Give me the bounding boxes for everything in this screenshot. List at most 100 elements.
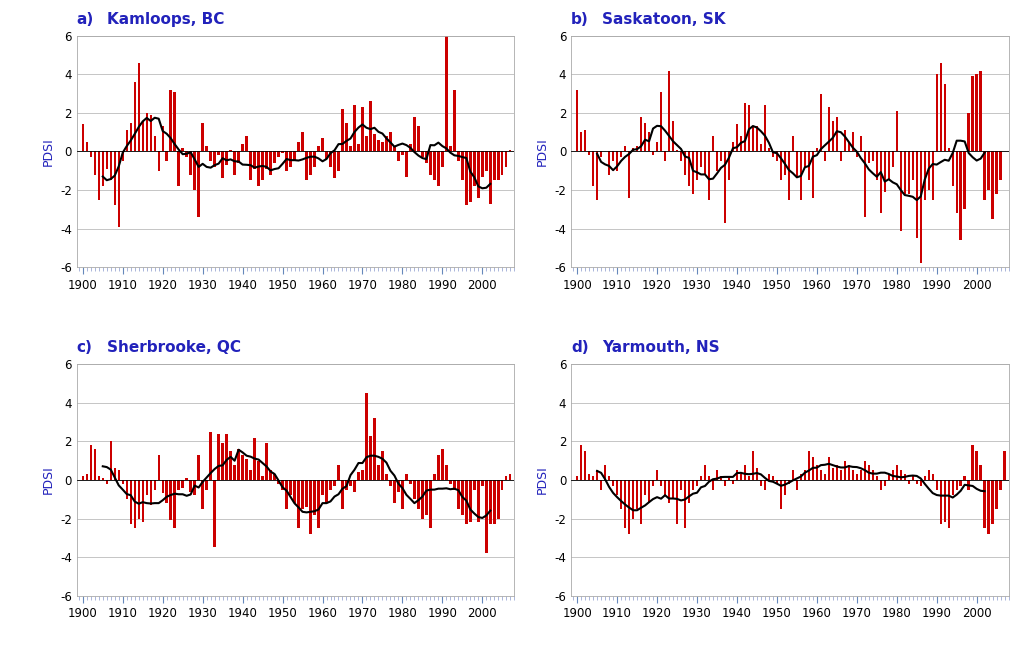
Bar — [951, 480, 954, 495]
Bar — [286, 480, 288, 509]
Bar — [313, 152, 315, 167]
Bar — [648, 480, 650, 503]
Bar — [202, 480, 204, 509]
Bar — [93, 449, 96, 480]
Bar — [141, 480, 144, 522]
Bar — [210, 152, 212, 161]
Bar — [437, 455, 439, 480]
Bar — [130, 122, 132, 152]
Bar — [924, 152, 926, 200]
Bar — [800, 474, 802, 480]
Bar — [672, 480, 674, 499]
Bar — [206, 146, 208, 152]
Bar — [728, 152, 730, 180]
Bar — [812, 152, 814, 198]
Bar — [406, 152, 408, 176]
Bar — [716, 152, 718, 171]
Bar — [712, 480, 714, 490]
Bar — [101, 152, 104, 186]
Bar — [696, 480, 698, 486]
Bar — [708, 476, 711, 480]
Bar — [852, 132, 854, 152]
Bar — [592, 152, 594, 186]
Bar — [389, 480, 391, 486]
Bar — [105, 480, 108, 484]
Bar — [433, 474, 435, 480]
Bar — [756, 469, 758, 480]
Bar — [349, 480, 351, 486]
Bar — [429, 480, 431, 528]
Bar — [951, 152, 954, 186]
Bar — [819, 94, 822, 152]
Bar — [823, 474, 826, 480]
Bar — [213, 152, 216, 167]
Bar — [154, 136, 156, 152]
Bar — [286, 152, 288, 171]
Bar — [943, 480, 946, 522]
Bar — [932, 152, 934, 200]
Bar — [724, 152, 726, 223]
Bar — [225, 434, 227, 480]
Bar — [652, 480, 654, 486]
Bar — [664, 480, 667, 495]
Bar — [273, 152, 275, 163]
Bar — [317, 146, 319, 152]
Bar — [333, 152, 336, 178]
Bar — [871, 471, 874, 480]
Bar — [173, 480, 176, 528]
Bar — [330, 152, 332, 167]
Bar — [940, 480, 942, 524]
Bar — [968, 480, 970, 490]
Bar — [959, 480, 962, 486]
Bar — [720, 476, 722, 480]
Bar — [852, 471, 854, 480]
Bar — [928, 152, 930, 190]
Bar — [987, 152, 990, 190]
Bar — [361, 471, 364, 480]
Bar — [655, 142, 658, 152]
Bar — [612, 480, 614, 486]
Bar — [450, 146, 452, 152]
Bar — [999, 480, 1001, 490]
Bar — [401, 480, 403, 509]
Bar — [816, 465, 818, 480]
Bar — [991, 152, 994, 219]
Bar — [441, 449, 443, 480]
Bar — [393, 146, 395, 152]
Bar — [341, 480, 344, 509]
Bar — [450, 480, 452, 484]
Bar — [170, 480, 172, 521]
Bar — [473, 480, 475, 490]
Bar — [110, 152, 112, 180]
Bar — [374, 134, 376, 152]
Bar — [739, 136, 742, 152]
Bar — [162, 480, 164, 493]
Bar — [628, 480, 631, 534]
Bar — [703, 152, 707, 174]
Bar — [848, 465, 850, 480]
Bar — [158, 152, 160, 171]
Bar — [899, 152, 902, 230]
Bar — [575, 476, 579, 480]
Bar — [676, 150, 678, 152]
Bar — [181, 148, 184, 152]
Bar — [859, 471, 862, 480]
Bar — [189, 480, 191, 492]
Bar — [876, 152, 878, 180]
Bar — [920, 480, 922, 486]
Bar — [844, 130, 846, 152]
Bar — [932, 474, 934, 480]
Bar — [118, 152, 120, 227]
Bar — [461, 152, 464, 180]
Bar — [509, 150, 511, 152]
Bar — [995, 152, 997, 194]
Bar — [229, 150, 231, 152]
Bar — [393, 480, 395, 503]
Bar — [584, 451, 587, 480]
Bar — [489, 152, 492, 204]
Bar — [137, 480, 140, 519]
Bar — [445, 465, 447, 480]
Bar — [892, 152, 894, 167]
Bar — [903, 474, 906, 480]
Bar — [892, 471, 894, 480]
